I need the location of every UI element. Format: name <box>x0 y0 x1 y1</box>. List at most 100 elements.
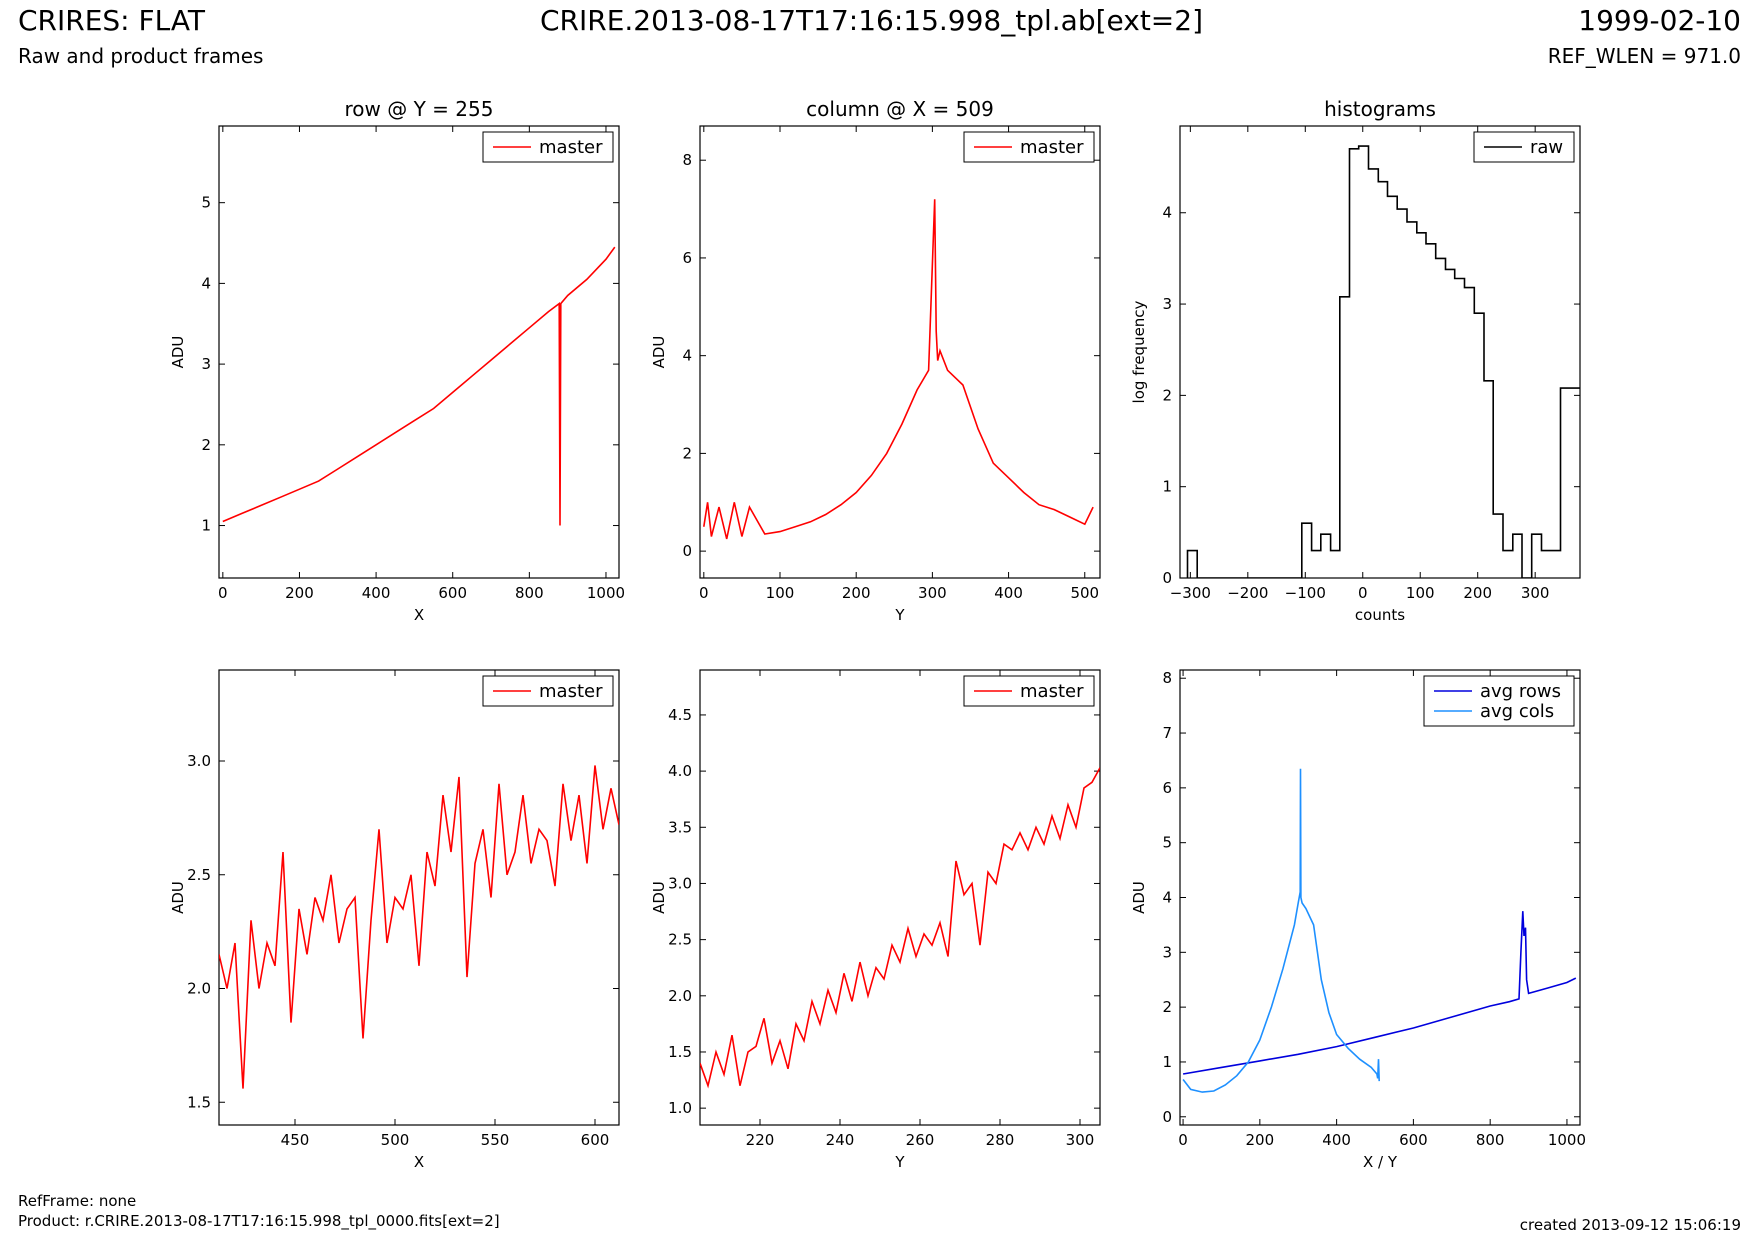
series-line-master <box>700 767 1100 1089</box>
plot-frame <box>218 669 620 1126</box>
chart-row: row @ Y = 255 0 200 400 600 800 1000 1 2 3 4 5 X ADU m… <box>169 97 625 624</box>
x-tick-label: −200 <box>1227 584 1268 602</box>
plot-frame <box>218 125 620 579</box>
x-tick-label: 0 <box>1178 1131 1188 1149</box>
legend-label: raw <box>1530 137 1563 158</box>
chart-column-zoom: 220 240 260 280 300 1.0 1.5 2.0 2.5 3.0 3.5 4.0 4.5 Y… <box>650 669 1101 1171</box>
x-tick-label: 200 <box>1463 584 1492 602</box>
y-axis-label: ADU <box>650 336 668 369</box>
y-tick-label: 8 <box>682 151 692 169</box>
y-tick-label: 4.5 <box>668 706 692 724</box>
y-tick-label: 3.0 <box>187 752 211 770</box>
chart-row-zoom: 450 500 550 600 1.5 2.0 2.5 3.0 X ADU master <box>169 669 620 1171</box>
y-tick-label: 2.5 <box>668 931 692 949</box>
y-tick-label: 3 <box>1162 943 1172 961</box>
y-tick-label: 4 <box>1162 204 1172 222</box>
chart-histograms: histograms −300 −200 −100 0 100 200 300 0 1 2 3 4 cou… <box>1130 97 1581 624</box>
x-tick-label: 100 <box>1406 584 1435 602</box>
plot-frame <box>699 125 1101 579</box>
x-axis-label: counts <box>1355 606 1405 624</box>
y-tick-label: 2 <box>201 436 211 454</box>
y-tick-label: 2.0 <box>187 980 211 998</box>
chart-title: histograms <box>1324 97 1436 121</box>
y-tick-label: 6 <box>1162 779 1172 797</box>
x-tick-label: 200 <box>285 584 314 602</box>
series-line-avg-rows <box>1182 911 1577 1075</box>
y-tick-label: 0 <box>1162 569 1172 587</box>
x-tick-label: 240 <box>826 1131 855 1149</box>
y-tick-label: 8 <box>1162 669 1172 687</box>
plot-frame <box>699 669 1101 1126</box>
date-title: 1999-02-10 <box>1578 4 1741 37</box>
x-tick-label: 220 <box>746 1131 775 1149</box>
x-tick-label: 0 <box>218 584 228 602</box>
y-tick-label: 5 <box>201 194 211 212</box>
x-axis-label: Y <box>894 606 905 624</box>
y-tick-label: 4.0 <box>668 762 692 780</box>
x-tick-label: 100 <box>766 584 795 602</box>
x-tick-label: 500 <box>381 1131 410 1149</box>
y-tick-label: 4 <box>682 347 692 365</box>
x-axis-label: X / Y <box>1363 1153 1398 1171</box>
legend-label: master <box>1020 681 1084 702</box>
series-line-master <box>219 765 619 1089</box>
product-label: Product: r.CRIRE.2013-08-17T17:16:15.998… <box>18 1212 500 1230</box>
series-line-master <box>222 246 616 526</box>
x-tick-label: 260 <box>906 1131 935 1149</box>
legend-label: master <box>1020 137 1084 158</box>
x-axis-label: X <box>414 1153 424 1171</box>
y-tick-label: 3.5 <box>668 818 692 836</box>
y-tick-label: 2 <box>682 444 692 462</box>
x-tick-label: 1000 <box>1548 1131 1586 1149</box>
x-tick-label: 600 <box>581 1131 610 1149</box>
y-tick-label: 4 <box>201 274 211 292</box>
plot-frame <box>1179 669 1581 1126</box>
figure-title: CRIRES: FLAT <box>18 4 205 37</box>
y-tick-label: 1.5 <box>668 1043 692 1061</box>
x-tick-label: 600 <box>438 584 467 602</box>
legend-label: avg rows <box>1480 681 1561 702</box>
series-line-avg-cols <box>1182 768 1380 1093</box>
y-tick-label: 3 <box>201 355 211 373</box>
file-title: CRIRE.2013-08-17T17:16:15.998_tpl.ab[ext… <box>540 4 1204 37</box>
figure-subtitle: Raw and product frames <box>18 44 264 68</box>
x-tick-label: 600 <box>1399 1131 1428 1149</box>
plot-frame <box>1179 125 1581 579</box>
x-tick-label: −100 <box>1285 584 1326 602</box>
y-axis-label: ADU <box>169 336 187 369</box>
series-line-master <box>703 199 1094 540</box>
x-tick-label: 280 <box>986 1131 1015 1149</box>
refframe-label: RefFrame: none <box>18 1192 137 1210</box>
y-tick-label: 1 <box>1162 1053 1172 1071</box>
y-tick-label: 3.0 <box>668 874 692 892</box>
x-tick-label: 550 <box>481 1131 510 1149</box>
legend-box <box>1423 675 1575 727</box>
x-tick-label: 500 <box>1070 584 1099 602</box>
x-tick-label: 400 <box>994 584 1023 602</box>
x-tick-label: −300 <box>1170 584 1211 602</box>
y-axis-label: ADU <box>169 881 187 914</box>
x-tick-label: 400 <box>1322 1131 1351 1149</box>
legend-label: master <box>539 681 603 702</box>
y-tick-label: 2 <box>1162 386 1172 404</box>
y-axis-label: ADU <box>650 881 668 914</box>
legend-label: master <box>539 137 603 158</box>
series-line-raw <box>1186 145 1580 578</box>
x-tick-label: 450 <box>281 1131 310 1149</box>
x-tick-label: 0 <box>699 584 709 602</box>
chart-title: column @ X = 509 <box>806 97 994 121</box>
chart-averages: 0 200 400 600 800 1000 0 1 2 3 4 5 6 7 8 X / Y ADU avg ro… <box>1130 669 1586 1171</box>
chart-title: row @ Y = 255 <box>345 97 494 121</box>
x-tick-label: 800 <box>515 584 544 602</box>
y-tick-label: 3 <box>1162 295 1172 313</box>
x-tick-label: 400 <box>362 584 391 602</box>
legend-label: avg cols <box>1480 701 1554 722</box>
x-tick-label: 300 <box>1066 1131 1095 1149</box>
x-tick-label: 200 <box>1246 1131 1275 1149</box>
y-tick-label: 7 <box>1162 724 1172 742</box>
x-tick-label: 200 <box>842 584 871 602</box>
created-label: created 2013-09-12 15:06:19 <box>1519 1216 1741 1234</box>
x-tick-label: 800 <box>1476 1131 1505 1149</box>
chart-column: column @ X = 509 0 100 200 300 400 500 0 2 4 6 8 Y AD… <box>650 97 1101 624</box>
